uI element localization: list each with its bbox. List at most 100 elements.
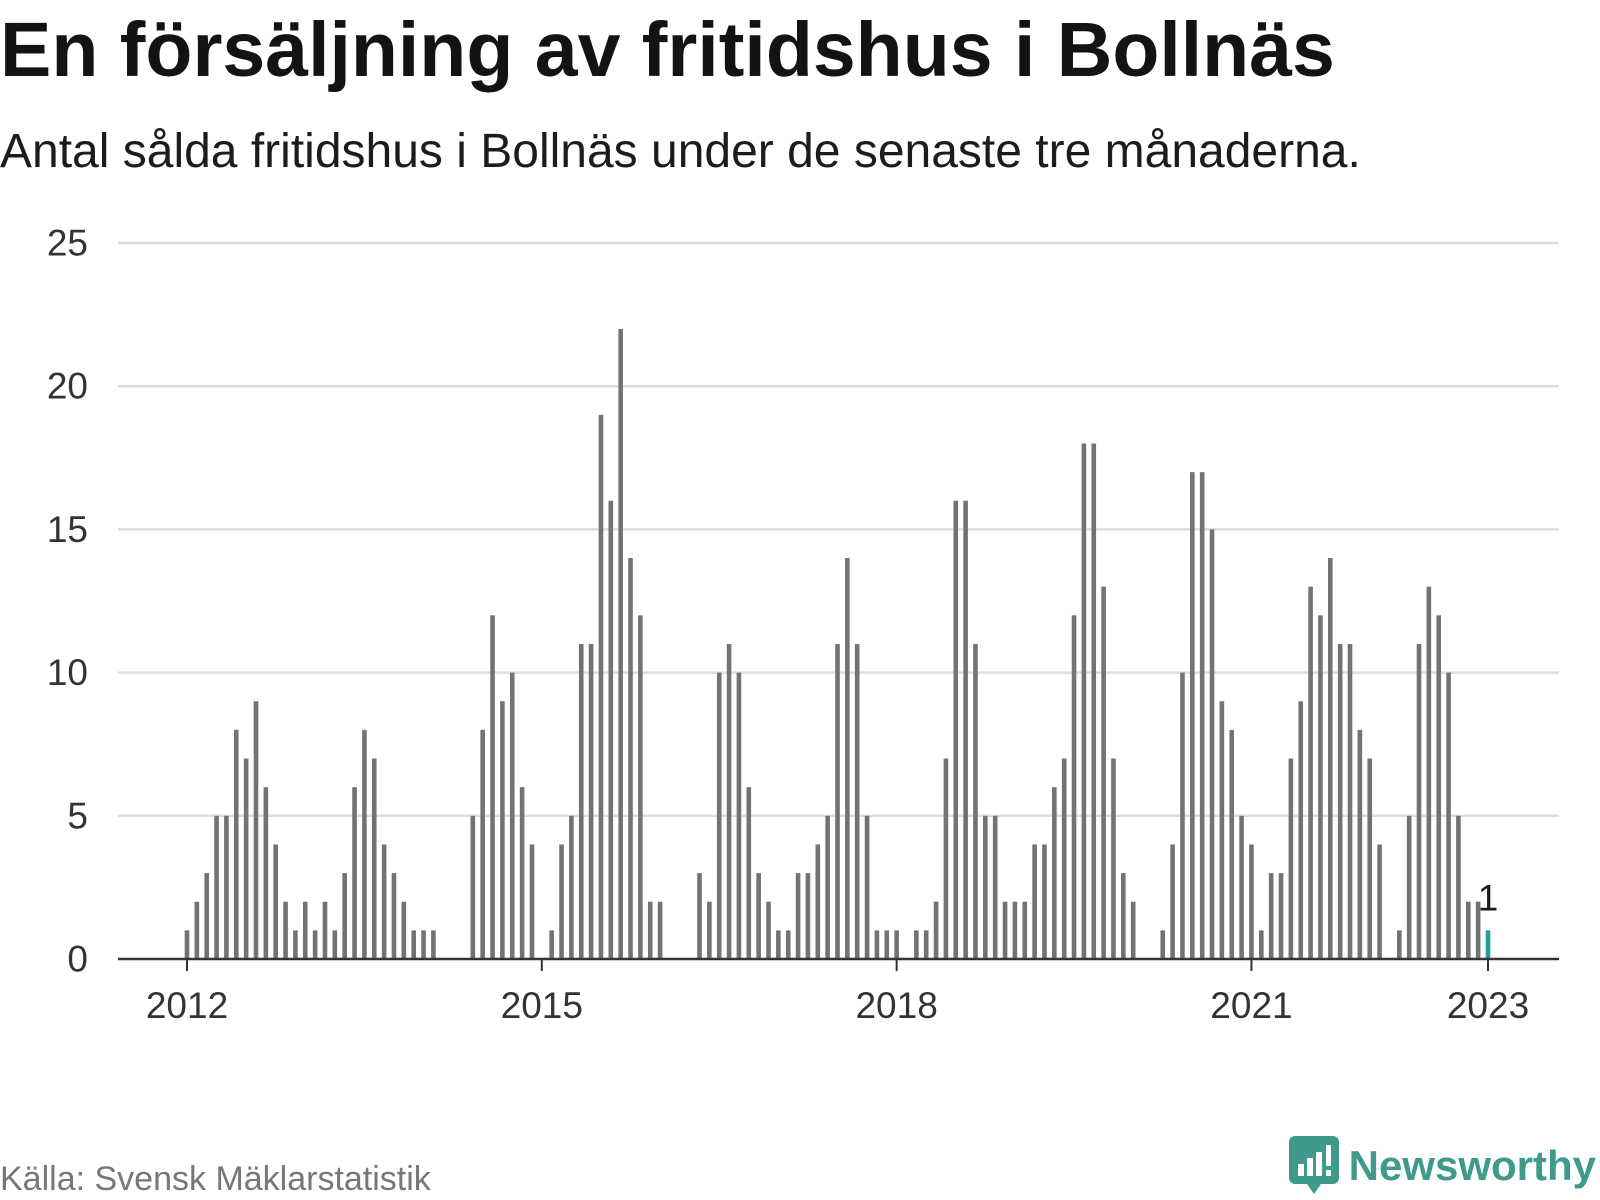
bar xyxy=(569,815,574,959)
bar xyxy=(657,901,663,959)
bar xyxy=(1278,873,1284,959)
bar xyxy=(578,643,584,959)
bar xyxy=(243,758,249,959)
logo-bar xyxy=(1297,1164,1304,1176)
bar xyxy=(1071,615,1077,959)
logo-text: Newsworthy xyxy=(1348,1142,1596,1189)
bar xyxy=(1436,615,1442,959)
bar xyxy=(835,643,840,959)
bar xyxy=(352,787,357,959)
bar xyxy=(1318,615,1323,959)
bar xyxy=(854,643,860,959)
newsworthy-logo-icon xyxy=(1288,1136,1339,1194)
bar xyxy=(1406,815,1412,959)
bar xyxy=(1229,729,1235,959)
bar xyxy=(1347,643,1353,959)
x-axis-labels: 2012 2015 2018 2021 2023 xyxy=(146,985,1529,1026)
bar xyxy=(874,930,880,959)
bar xyxy=(421,930,426,959)
bar xyxy=(1081,443,1087,960)
bar xyxy=(1367,758,1373,959)
bar xyxy=(1121,873,1126,959)
bar xyxy=(1465,901,1471,959)
bar xyxy=(253,701,259,959)
bar xyxy=(1199,472,1205,959)
bar xyxy=(933,901,939,959)
bar xyxy=(647,901,653,959)
bar xyxy=(1357,729,1363,959)
bar xyxy=(638,615,643,959)
newsworthy-logo: Newsworthy xyxy=(1288,1136,1596,1196)
bar xyxy=(381,844,387,959)
bar xyxy=(1416,643,1422,959)
bar xyxy=(736,672,742,959)
bar xyxy=(1456,815,1461,959)
bar xyxy=(1337,643,1343,959)
x-tick-label: 2021 xyxy=(1210,985,1292,1026)
bar xyxy=(1190,472,1195,959)
x-tick-label: 2012 xyxy=(146,985,228,1026)
bar xyxy=(707,901,712,959)
bar xyxy=(756,873,761,959)
bar xyxy=(1180,672,1185,959)
bar xyxy=(519,787,525,959)
bar xyxy=(332,930,338,959)
bar xyxy=(1446,672,1451,959)
bar xyxy=(1259,930,1264,959)
bar xyxy=(864,815,870,959)
bar xyxy=(1298,701,1304,959)
bar xyxy=(1042,844,1047,959)
bar xyxy=(1268,873,1274,959)
bar xyxy=(1396,930,1402,959)
bar xyxy=(825,815,830,959)
y-axis-labels: 0 5 10 15 20 25 xyxy=(47,223,88,980)
bar xyxy=(914,930,919,959)
bar xyxy=(1249,844,1254,959)
chart-subtitle: Antal sålda fritidshus i Bollnäs under d… xyxy=(0,125,1361,178)
bar xyxy=(963,500,968,959)
bar xyxy=(923,930,929,959)
bar xyxy=(194,901,200,959)
bar xyxy=(628,558,633,959)
bar xyxy=(1160,930,1166,959)
bar xyxy=(845,558,850,959)
bar xyxy=(1061,758,1067,959)
logo-bar xyxy=(1306,1158,1313,1176)
bar xyxy=(785,930,791,959)
bar xyxy=(204,873,210,959)
y-tick-label: 5 xyxy=(67,795,88,836)
bar xyxy=(1219,701,1225,959)
logo-bubble-shape xyxy=(1288,1136,1339,1194)
bar xyxy=(214,815,219,959)
bar xyxy=(588,643,594,959)
logo-exclamation-dot xyxy=(1325,1170,1331,1176)
x-tick-label: 2018 xyxy=(855,985,937,1026)
bar xyxy=(973,643,978,959)
bar xyxy=(1377,844,1382,959)
bar xyxy=(1209,529,1215,959)
bar xyxy=(598,414,604,960)
bar xyxy=(608,500,614,959)
bar xyxy=(263,787,269,959)
bar xyxy=(953,500,959,959)
bar xyxy=(726,643,732,959)
x-tick-label: 2015 xyxy=(501,985,583,1026)
bar xyxy=(1328,558,1333,959)
logo-bar xyxy=(1315,1152,1322,1176)
bar xyxy=(805,873,811,959)
bar xyxy=(1288,758,1294,959)
logo-exclamation-stem xyxy=(1325,1145,1331,1166)
bar xyxy=(1101,586,1106,959)
bars xyxy=(184,328,1491,960)
bar xyxy=(549,930,554,959)
bar xyxy=(362,729,367,959)
bar-highlight xyxy=(1485,930,1491,959)
bar xyxy=(391,873,397,959)
bar xyxy=(1308,586,1313,959)
bar xyxy=(716,672,722,959)
bar xyxy=(1012,901,1018,959)
annotations: 1 xyxy=(1478,877,1499,918)
bar xyxy=(490,615,495,959)
